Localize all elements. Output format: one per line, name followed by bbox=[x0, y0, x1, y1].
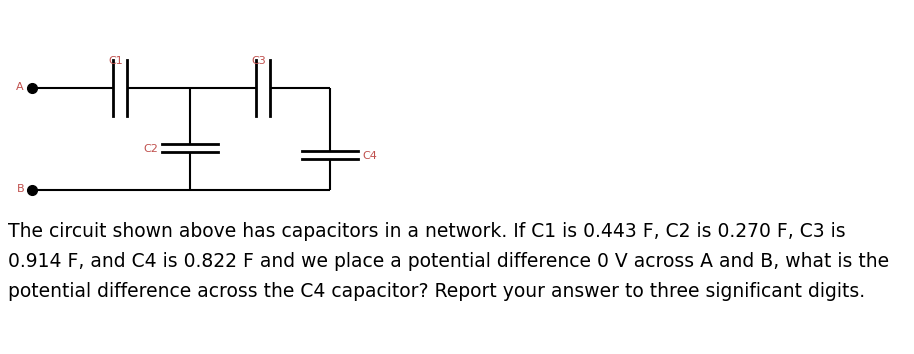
Text: C3: C3 bbox=[251, 56, 266, 66]
Text: 0.914 F, and C4 is 0.822 F and we place a potential difference 0 V across A and : 0.914 F, and C4 is 0.822 F and we place … bbox=[8, 252, 889, 271]
Text: potential difference across the C4 capacitor? Report your answer to three signif: potential difference across the C4 capac… bbox=[8, 282, 866, 301]
Text: The circuit shown above has capacitors in a network. If C1 is 0.443 F, C2 is 0.2: The circuit shown above has capacitors i… bbox=[8, 222, 845, 241]
Text: C1: C1 bbox=[109, 56, 123, 66]
Text: C4: C4 bbox=[362, 151, 377, 161]
Text: B: B bbox=[16, 184, 24, 194]
Text: A: A bbox=[16, 82, 24, 92]
Text: C2: C2 bbox=[143, 144, 158, 154]
